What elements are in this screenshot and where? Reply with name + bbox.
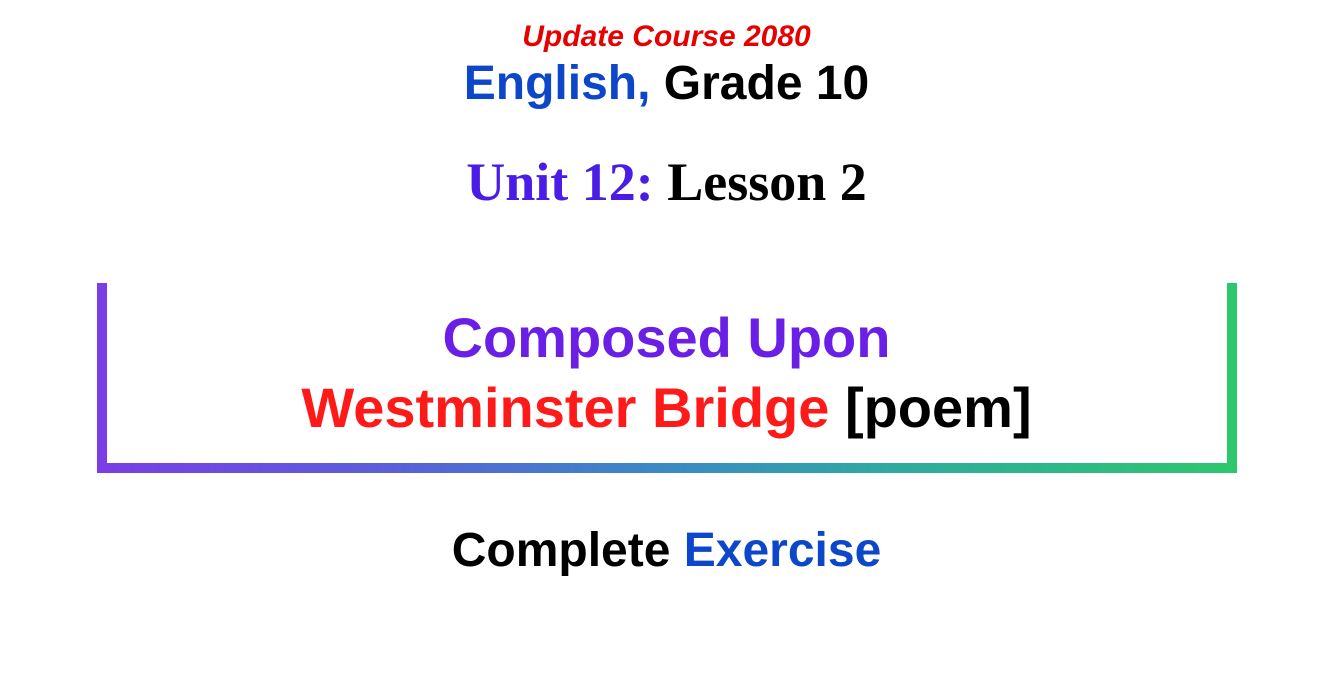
grade-text: Grade 10 — [664, 57, 869, 110]
unit-lesson-line: Unit 12: Lesson 2 — [466, 151, 867, 213]
complete-exercise-line: Complete Exercise — [452, 523, 882, 578]
title-text: Composed Upon Westminster Bridge [poem] — [127, 303, 1207, 443]
title-line2-part1: Westminster Bridge — [301, 376, 829, 439]
update-course-label: Update Course 2080 — [522, 20, 810, 54]
title-bottom-border — [97, 463, 1237, 473]
title-box: Composed Upon Westminster Bridge [poem] — [97, 283, 1237, 473]
comma: , — [637, 57, 650, 110]
unit-text: Unit 12: — [466, 152, 654, 212]
complete-text: Complete — [452, 524, 671, 577]
subject-text: English — [464, 57, 637, 110]
title-line2-part2: [poem] — [845, 376, 1032, 439]
subject-grade-line: English, Grade 10 — [464, 56, 869, 111]
exercise-text: Exercise — [684, 524, 882, 577]
title-line2: Westminster Bridge [poem] — [127, 373, 1207, 443]
title-line1: Composed Upon — [127, 303, 1207, 373]
lesson-text: Lesson 2 — [667, 152, 867, 212]
